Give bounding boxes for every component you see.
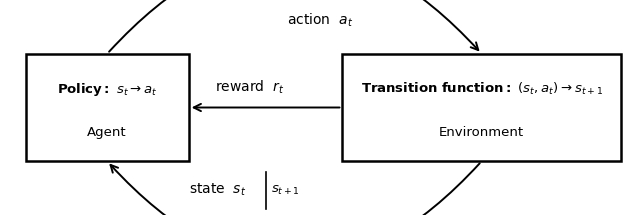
FancyArrowPatch shape [194,104,340,111]
Text: Agent: Agent [88,126,127,139]
FancyArrowPatch shape [109,0,478,52]
FancyBboxPatch shape [26,54,189,161]
Text: Environment: Environment [439,126,524,139]
Text: $\mathbf{Policy:}\ s_t \rightarrow a_t$: $\mathbf{Policy:}\ s_t \rightarrow a_t$ [57,81,157,98]
Text: $\mathbf{Transition\ function:}\ (s_t,a_t) \rightarrow s_{t+1}$: $\mathbf{Transition\ function:}\ (s_t,a_… [360,81,603,97]
Text: action  $a_t$: action $a_t$ [287,12,353,29]
Text: state  $s_t$: state $s_t$ [189,182,246,198]
Text: reward  $r_t$: reward $r_t$ [215,78,284,96]
FancyArrowPatch shape [111,163,480,215]
Text: $s_{t+1}$: $s_{t+1}$ [271,184,300,197]
FancyBboxPatch shape [342,54,621,161]
